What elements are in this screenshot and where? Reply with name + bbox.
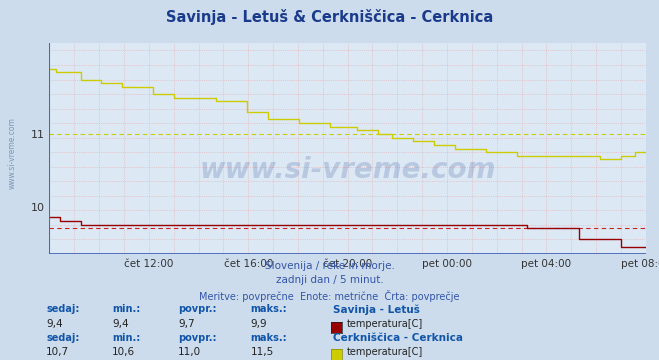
Text: min.:: min.: [112,333,140,343]
Text: sedaj:: sedaj: [46,333,80,343]
Text: www.si-vreme.com: www.si-vreme.com [8,117,17,189]
Text: 9,7: 9,7 [178,319,194,329]
Text: maks.:: maks.: [250,304,287,314]
Text: temperatura[C]: temperatura[C] [347,319,423,329]
Text: www.si-vreme.com: www.si-vreme.com [200,156,496,184]
Text: Savinja - Letuš: Savinja - Letuš [333,304,420,315]
Text: temperatura[C]: temperatura[C] [347,347,423,357]
Text: Savinja - Letuš & Cerkniščica - Cerknica: Savinja - Letuš & Cerkniščica - Cerknica [166,9,493,25]
Text: 9,4: 9,4 [46,319,63,329]
Text: Cerkniščica - Cerknica: Cerkniščica - Cerknica [333,333,463,343]
Text: 9,9: 9,9 [250,319,267,329]
Text: Meritve: povprečne  Enote: metrične  Črta: povprečje: Meritve: povprečne Enote: metrične Črta:… [199,290,460,302]
Text: min.:: min.: [112,304,140,314]
Text: povpr.:: povpr.: [178,333,216,343]
Text: zadnji dan / 5 minut.: zadnji dan / 5 minut. [275,275,384,285]
Text: povpr.:: povpr.: [178,304,216,314]
Text: 9,4: 9,4 [112,319,129,329]
Text: 10,6: 10,6 [112,347,135,357]
Text: sedaj:: sedaj: [46,304,80,314]
Text: Slovenija / reke in morje.: Slovenija / reke in morje. [264,261,395,271]
Text: maks.:: maks.: [250,333,287,343]
Text: 11,0: 11,0 [178,347,201,357]
Text: 11,5: 11,5 [250,347,273,357]
Text: 10,7: 10,7 [46,347,69,357]
